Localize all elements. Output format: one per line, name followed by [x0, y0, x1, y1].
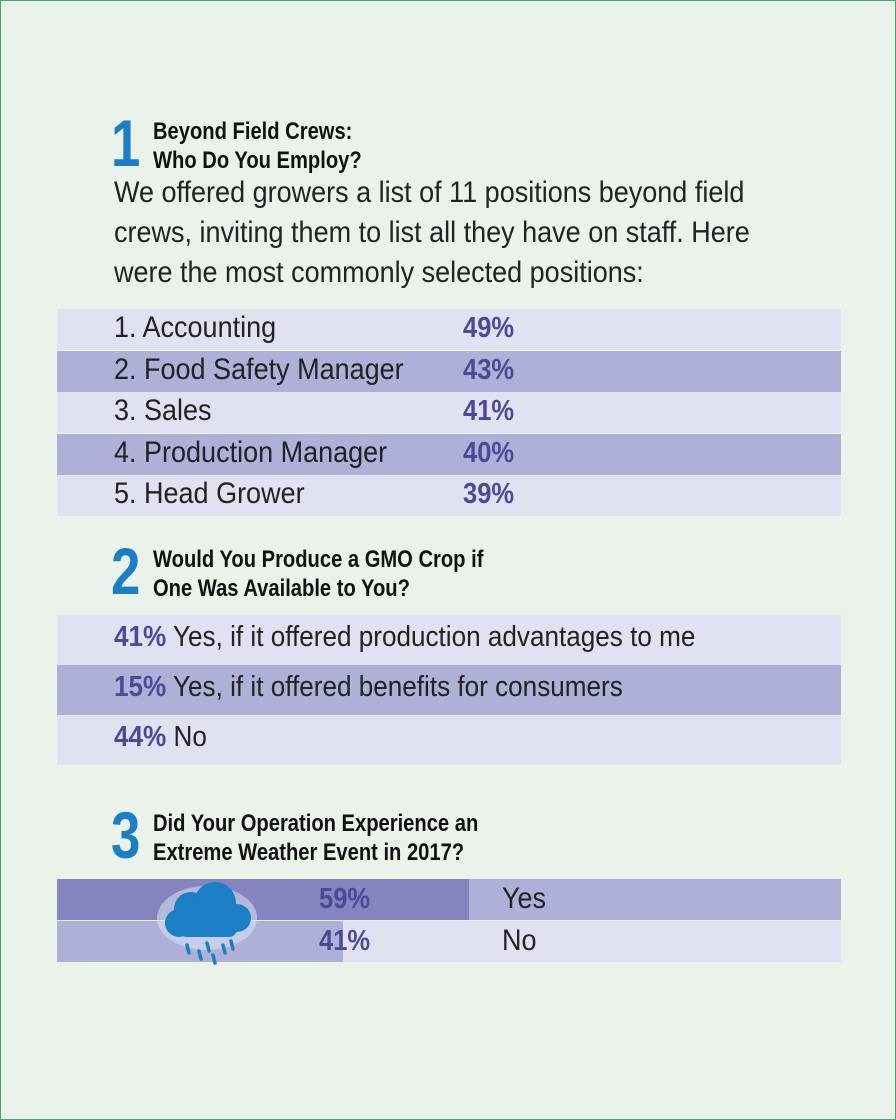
section-number: 2: [111, 534, 140, 608]
percent-value: 40%: [463, 436, 515, 469]
intro-line: crews, inviting them to list all they ha…: [114, 216, 750, 249]
section-title: Would You Produce a GMO Crop if One Was …: [153, 545, 590, 603]
intro-line: were the most commonly selected position…: [114, 256, 644, 289]
section-title-line: Beyond Field Crews:: [153, 118, 353, 145]
table-row: [57, 615, 841, 665]
section-1-intro: We offered growers a list of 11 position…: [114, 173, 780, 293]
position-label: 5. Head Grower: [114, 477, 305, 510]
bar-category-label: No: [502, 924, 537, 957]
intro-line: We offered growers a list of 11 position…: [114, 176, 745, 209]
section-title-line: Who Do You Employ?: [153, 147, 362, 174]
position-label: 4. Production Manager: [114, 435, 388, 469]
bar-category-label: Yes: [502, 882, 547, 915]
table-row: [57, 475, 841, 516]
answer-percent: 44%: [114, 721, 167, 753]
section-title: Did Your Operation Experience an Extreme…: [153, 809, 590, 867]
table-row: [57, 433, 841, 475]
rain-cloud-icon: [157, 882, 257, 965]
section-number: 3: [111, 798, 140, 872]
bar-yes: [57, 879, 469, 920]
answer-text: Yes, if it offered benefits for consumer…: [166, 671, 623, 703]
answer-text: Yes, if it offered production advantages…: [166, 621, 696, 653]
bar-value-label: 41%: [319, 925, 371, 957]
answer-line: 41% Yes, if it offered production advant…: [114, 621, 695, 654]
bar-value-label: 59%: [319, 883, 371, 915]
table-row: [57, 309, 841, 350]
section-title: Beyond Field Crews: Who Do You Employ?: [153, 117, 590, 175]
answer-percent: 41%: [114, 621, 167, 653]
percent-value: 49%: [463, 312, 515, 344]
percent-value: 39%: [463, 478, 515, 510]
section-title-line: Extreme Weather Event in 2017?: [153, 839, 465, 866]
answer-line: 44% No: [114, 721, 207, 754]
section-title-line: Would You Produce a GMO Crop if: [153, 546, 484, 573]
table-row: [57, 392, 841, 433]
position-label: 1. Accounting: [114, 311, 277, 344]
table-row: [57, 350, 841, 392]
table-row: [57, 665, 841, 715]
answer-percent: 15%: [114, 671, 167, 703]
section-title-line: One Was Available to You?: [153, 575, 410, 602]
section-title-line: Did Your Operation Experience an: [153, 810, 479, 837]
percent-value: 43%: [463, 353, 515, 386]
answer-line: 15% Yes, if it offered benefits for cons…: [114, 671, 623, 704]
percent-value: 41%: [463, 395, 515, 427]
position-label: 3. Sales: [114, 394, 212, 427]
answer-text: No: [166, 721, 207, 753]
position-label: 2. Food Safety Manager: [114, 352, 404, 386]
table-row: [57, 715, 841, 765]
section-number: 1: [111, 106, 140, 180]
